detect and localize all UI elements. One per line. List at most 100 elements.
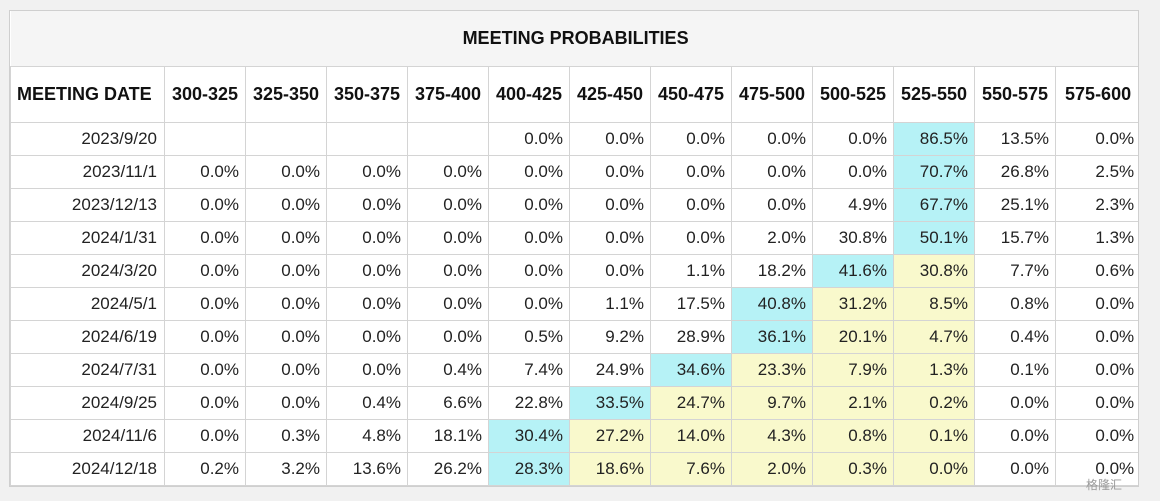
probability-cell: 27.2% <box>569 419 651 453</box>
meeting-date-cell: 2024/6/19 <box>10 320 165 354</box>
meeting-date-cell: 2024/9/25 <box>10 386 165 420</box>
table-row: 2024/11/6 0.0% 0.3% 4.8% 18.1% 30.4% 27.2% 14.0… <box>10 419 1138 453</box>
table-row: 2024/1/31 0.0% 0.0% 0.0% 0.0% 0.0% 0.0% 0.0% 2.0… <box>10 221 1138 255</box>
probability-cell: 2.0% <box>731 452 813 486</box>
probability-cell: 0.0% <box>974 452 1056 486</box>
probability-cell: 0.0% <box>569 155 651 189</box>
probability-cell: 0.8% <box>812 419 894 453</box>
probability-cell: 24.7% <box>650 386 732 420</box>
probability-cell: 0.0% <box>1054 419 1138 453</box>
probability-cell: 7.4% <box>488 353 570 387</box>
probability-cell: 13.6% <box>326 452 408 486</box>
meeting-date-cell: 2023/12/13 <box>10 188 165 222</box>
probability-cell: 0.0% <box>1054 287 1138 321</box>
probability-cell: 0.0% <box>407 254 489 288</box>
probability-cell: 6.6% <box>407 386 489 420</box>
probability-cell: 0.0% <box>650 221 732 255</box>
probability-cell: 0.0% <box>326 254 408 288</box>
probability-cell: 8.5% <box>893 287 975 321</box>
probability-cell: 0.0% <box>650 188 732 222</box>
probability-cell: 0.2% <box>164 452 246 486</box>
probability-cell: 34.6% <box>650 353 732 387</box>
probability-cell: 0.0% <box>164 320 246 354</box>
meeting-date-cell: 2024/7/31 <box>10 353 165 387</box>
column-header: 425-450 <box>569 66 651 123</box>
probability-cell: 24.9% <box>569 353 651 387</box>
probability-cell: 0.0% <box>569 122 651 156</box>
column-header: 400-425 <box>488 66 570 123</box>
probability-cell: 20.1% <box>812 320 894 354</box>
probability-cell: 0.0% <box>245 287 327 321</box>
probability-cell: 0.0% <box>488 221 570 255</box>
probability-cell: 18.1% <box>407 419 489 453</box>
probability-cell <box>326 122 408 156</box>
probability-cell: 0.0% <box>407 320 489 354</box>
probability-cell: 0.0% <box>974 386 1056 420</box>
table-row: 2023/9/20 0.0% 0.0% 0.0% 0.0% 0.0% 86.5% 13.5% 0… <box>10 122 1138 156</box>
probability-cell: 23.3% <box>731 353 813 387</box>
probability-cell: 0.0% <box>974 419 1056 453</box>
meeting-date-cell: 2024/12/18 <box>10 452 165 486</box>
probability-cell: 0.0% <box>1054 320 1138 354</box>
meeting-date-cell: 2024/5/1 <box>10 287 165 321</box>
probability-cell: 1.3% <box>1054 221 1138 255</box>
probability-cell: 0.0% <box>164 254 246 288</box>
probability-cell: 28.9% <box>650 320 732 354</box>
probability-cell <box>164 122 246 156</box>
probability-cell: 0.0% <box>1054 386 1138 420</box>
probability-cell: 36.1% <box>731 320 813 354</box>
probability-cell: 0.3% <box>812 452 894 486</box>
probability-cell: 0.0% <box>407 188 489 222</box>
meeting-date-header: MEETING DATE <box>10 66 165 123</box>
table-row: 2024/9/25 0.0% 0.0% 0.4% 6.6% 22.8% 33.5% 24.7%… <box>10 386 1138 420</box>
probability-cell: 0.8% <box>974 287 1056 321</box>
probability-cell: 0.0% <box>326 221 408 255</box>
probability-cell: 2.1% <box>812 386 894 420</box>
probability-cell: 0.0% <box>245 254 327 288</box>
probability-cell: 0.1% <box>974 353 1056 387</box>
probability-cell: 4.8% <box>326 419 408 453</box>
probability-cell: 0.4% <box>407 353 489 387</box>
meeting-date-cell: 2023/9/20 <box>10 122 165 156</box>
probability-cell: 70.7% <box>893 155 975 189</box>
probability-cell: 30.4% <box>488 419 570 453</box>
probability-cell: 1.3% <box>893 353 975 387</box>
probability-cell: 0.0% <box>812 122 894 156</box>
probability-cell: 0.0% <box>164 155 246 189</box>
table-row: 2023/12/13 0.0% 0.0% 0.0% 0.0% 0.0% 0.0% 0.0% 0.… <box>10 188 1138 222</box>
probability-cell: 0.1% <box>893 419 975 453</box>
meeting-date-cell: 2024/11/6 <box>10 419 165 453</box>
table-row: 2024/3/20 0.0% 0.0% 0.0% 0.0% 0.0% 0.0% 1.1% 18.… <box>10 254 1138 288</box>
probability-cell: 0.0% <box>1054 353 1138 387</box>
probability-cell: 0.0% <box>488 122 570 156</box>
probability-cell: 14.0% <box>650 419 732 453</box>
probability-cell: 9.2% <box>569 320 651 354</box>
probability-cell: 0.0% <box>245 155 327 189</box>
probability-cell: 0.0% <box>569 188 651 222</box>
probability-cell: 26.2% <box>407 452 489 486</box>
probability-cell: 18.6% <box>569 452 651 486</box>
probability-cell: 7.6% <box>650 452 732 486</box>
probability-cell: 0.3% <box>245 419 327 453</box>
probability-cell: 0.0% <box>488 254 570 288</box>
probability-cell: 40.8% <box>731 287 813 321</box>
probability-cell: 18.2% <box>731 254 813 288</box>
meeting-date-cell: 2023/11/1 <box>10 155 165 189</box>
probability-cell: 0.0% <box>245 386 327 420</box>
probability-cell: 0.0% <box>650 155 732 189</box>
column-header: 500-525 <box>812 66 894 123</box>
probability-cell: 7.9% <box>812 353 894 387</box>
probability-cell: 4.9% <box>812 188 894 222</box>
probability-cell: 0.0% <box>164 188 246 222</box>
column-header: 575-600 <box>1054 66 1138 123</box>
table-row: 2024/12/18 0.2% 3.2% 13.6% 26.2% 28.3% 18.6% 7.… <box>10 452 1138 486</box>
meeting-date-cell: 2024/1/31 <box>10 221 165 255</box>
probability-cell: 3.2% <box>245 452 327 486</box>
probability-cell: 0.0% <box>488 287 570 321</box>
probability-cell: 0.4% <box>974 320 1056 354</box>
probability-cell: 0.5% <box>488 320 570 354</box>
probability-cell: 0.6% <box>1054 254 1138 288</box>
probability-cell: 0.0% <box>812 155 894 189</box>
column-header: 550-575 <box>974 66 1056 123</box>
table-row: 2023/11/1 0.0% 0.0% 0.0% 0.0% 0.0% 0.0% 0.0% 0.0… <box>10 155 1138 189</box>
